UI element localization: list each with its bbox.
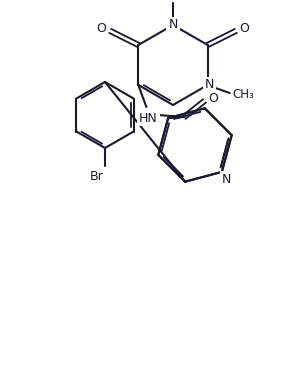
Text: Br: Br: [90, 169, 104, 182]
Text: HN: HN: [139, 111, 158, 124]
Text: N: N: [222, 174, 232, 186]
Text: O: O: [209, 92, 218, 105]
Text: O: O: [240, 23, 250, 36]
Text: CH₃: CH₃: [233, 88, 255, 101]
Text: O: O: [96, 23, 106, 36]
Text: N: N: [168, 18, 178, 31]
Text: N: N: [205, 78, 214, 91]
